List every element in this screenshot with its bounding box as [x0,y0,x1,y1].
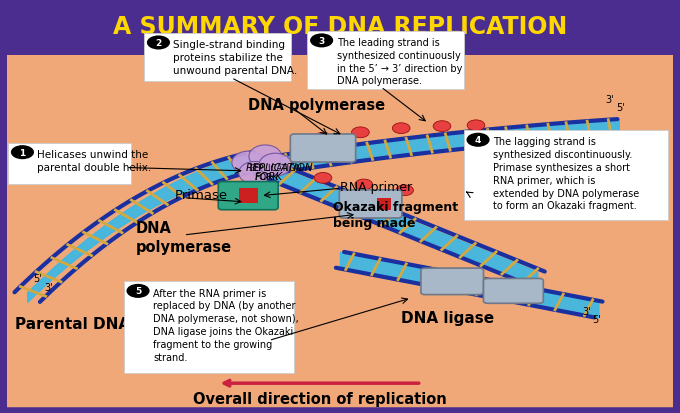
Text: Primase: Primase [175,188,228,202]
Text: 3: 3 [318,37,325,46]
Bar [377,198,391,211]
Text: Okazaki fragment
being made: Okazaki fragment being made [333,200,458,229]
Text: The leading strand is
synthesized continuously
in the 5’ → 3’ direction by
DNA p: The leading strand is synthesized contin… [337,38,462,86]
Circle shape [466,133,490,147]
Text: FORK: FORK [254,172,279,181]
Text: 5': 5' [616,103,624,113]
Text: FORK: FORK [254,171,282,181]
Circle shape [433,121,451,132]
Circle shape [355,180,373,190]
Text: A SUMMARY OF DNA REPLICATION: A SUMMARY OF DNA REPLICATION [113,15,567,39]
Text: 2: 2 [155,39,162,48]
FancyBboxPatch shape [483,279,543,304]
Text: REPLICATION: REPLICATION [246,163,313,173]
Text: Single-strand binding
proteins stabilize the
unwound parental DNA.: Single-strand binding proteins stabilize… [173,40,298,76]
Bar [239,189,258,204]
Text: R: R [248,163,256,172]
FancyBboxPatch shape [307,32,464,90]
Circle shape [467,121,485,131]
Text: Overall direction of replication: Overall direction of replication [192,392,447,406]
Text: DNA
polymerase: DNA polymerase [136,221,232,254]
Circle shape [147,36,170,50]
Circle shape [314,133,332,144]
FancyBboxPatch shape [339,190,402,218]
Ellipse shape [259,154,292,177]
FancyBboxPatch shape [124,282,294,373]
Text: EPLICATION: EPLICATION [253,163,302,172]
FancyBboxPatch shape [218,182,278,210]
Circle shape [310,34,333,48]
FancyBboxPatch shape [464,131,668,220]
Circle shape [352,128,369,138]
Text: After the RNA primer is
replaced by DNA (by another
DNA polymerase, not shown),
: After the RNA primer is replaced by DNA … [153,288,299,362]
Text: RNA primer: RNA primer [340,180,412,193]
FancyBboxPatch shape [144,34,291,82]
Text: The lagging strand is
synthesized discontinuously.
Primase synthesizes a short
R: The lagging strand is synthesized discon… [493,137,639,211]
Text: 3': 3' [582,306,590,316]
Ellipse shape [232,152,265,174]
Bar [7,56,673,409]
FancyBboxPatch shape [290,135,356,163]
Text: DNA polymerase: DNA polymerase [248,98,386,113]
Ellipse shape [249,146,282,169]
Text: Helicases unwind the
parental double helix.: Helicases unwind the parental double hel… [37,150,152,172]
Circle shape [314,173,332,184]
Circle shape [126,284,150,298]
Text: 4: 4 [475,136,481,145]
Text: 5: 5 [135,287,141,296]
Text: DNA ligase: DNA ligase [401,311,494,325]
FancyBboxPatch shape [421,268,483,295]
Circle shape [11,146,34,160]
Text: 5': 5' [33,274,41,284]
Ellipse shape [239,162,271,185]
FancyBboxPatch shape [8,143,131,185]
Text: 3': 3' [45,282,53,292]
Text: 3': 3' [606,95,614,105]
Text: 1: 1 [19,148,26,157]
Text: 5': 5' [593,314,601,324]
Circle shape [392,123,410,134]
Circle shape [396,185,413,196]
Text: Parental DNA: Parental DNA [15,317,130,332]
